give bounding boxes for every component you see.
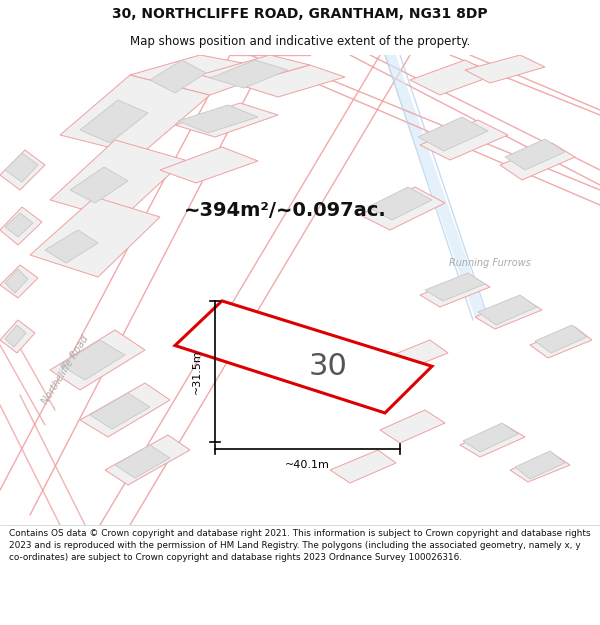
Polygon shape — [60, 340, 125, 380]
Polygon shape — [515, 451, 565, 479]
Polygon shape — [178, 105, 258, 133]
Polygon shape — [90, 393, 150, 429]
Polygon shape — [210, 60, 288, 88]
Polygon shape — [0, 265, 38, 298]
Polygon shape — [5, 213, 33, 237]
Polygon shape — [510, 453, 570, 482]
Polygon shape — [418, 117, 488, 151]
Polygon shape — [5, 269, 28, 293]
Polygon shape — [80, 383, 170, 437]
Polygon shape — [5, 325, 26, 347]
Polygon shape — [160, 147, 258, 183]
Polygon shape — [45, 230, 98, 263]
Polygon shape — [30, 197, 160, 277]
Polygon shape — [380, 340, 448, 373]
Polygon shape — [0, 150, 45, 190]
Polygon shape — [175, 301, 432, 413]
Polygon shape — [105, 435, 190, 485]
Polygon shape — [475, 297, 542, 329]
Text: Map shows position and indicative extent of the property.: Map shows position and indicative extent… — [130, 35, 470, 48]
Text: 30, NORTHCLIFFE ROAD, GRANTHAM, NG31 8DP: 30, NORTHCLIFFE ROAD, GRANTHAM, NG31 8DP — [112, 7, 488, 21]
Polygon shape — [115, 445, 170, 478]
Polygon shape — [150, 60, 206, 93]
Polygon shape — [463, 423, 518, 452]
Polygon shape — [60, 75, 210, 155]
Polygon shape — [500, 143, 575, 180]
Text: Northcliffe Road: Northcliffe Road — [40, 334, 90, 406]
Polygon shape — [5, 153, 38, 182]
Polygon shape — [0, 207, 42, 245]
Polygon shape — [410, 60, 495, 95]
Polygon shape — [420, 120, 508, 160]
Text: ~40.1m: ~40.1m — [285, 460, 330, 470]
Text: ~31.5m: ~31.5m — [192, 349, 202, 394]
Polygon shape — [130, 55, 280, 95]
Polygon shape — [175, 103, 278, 137]
Polygon shape — [368, 187, 432, 220]
Polygon shape — [360, 187, 445, 230]
Polygon shape — [530, 327, 592, 358]
Polygon shape — [200, 55, 310, 85]
Polygon shape — [70, 167, 128, 203]
Polygon shape — [505, 139, 565, 170]
Text: ~394m²/~0.097ac.: ~394m²/~0.097ac. — [184, 201, 386, 220]
Polygon shape — [240, 65, 345, 97]
Text: 30: 30 — [309, 352, 348, 381]
Polygon shape — [50, 140, 185, 220]
Polygon shape — [50, 330, 145, 390]
Polygon shape — [478, 295, 537, 325]
Text: Contains OS data © Crown copyright and database right 2021. This information is : Contains OS data © Crown copyright and d… — [9, 529, 590, 562]
Polygon shape — [535, 325, 587, 353]
Polygon shape — [460, 425, 525, 457]
Polygon shape — [425, 273, 485, 301]
Polygon shape — [0, 320, 35, 353]
Polygon shape — [420, 275, 490, 307]
Polygon shape — [465, 55, 545, 83]
Polygon shape — [380, 410, 445, 443]
Polygon shape — [80, 100, 148, 143]
Text: Running Furrows: Running Furrows — [449, 258, 531, 268]
Polygon shape — [330, 450, 396, 483]
